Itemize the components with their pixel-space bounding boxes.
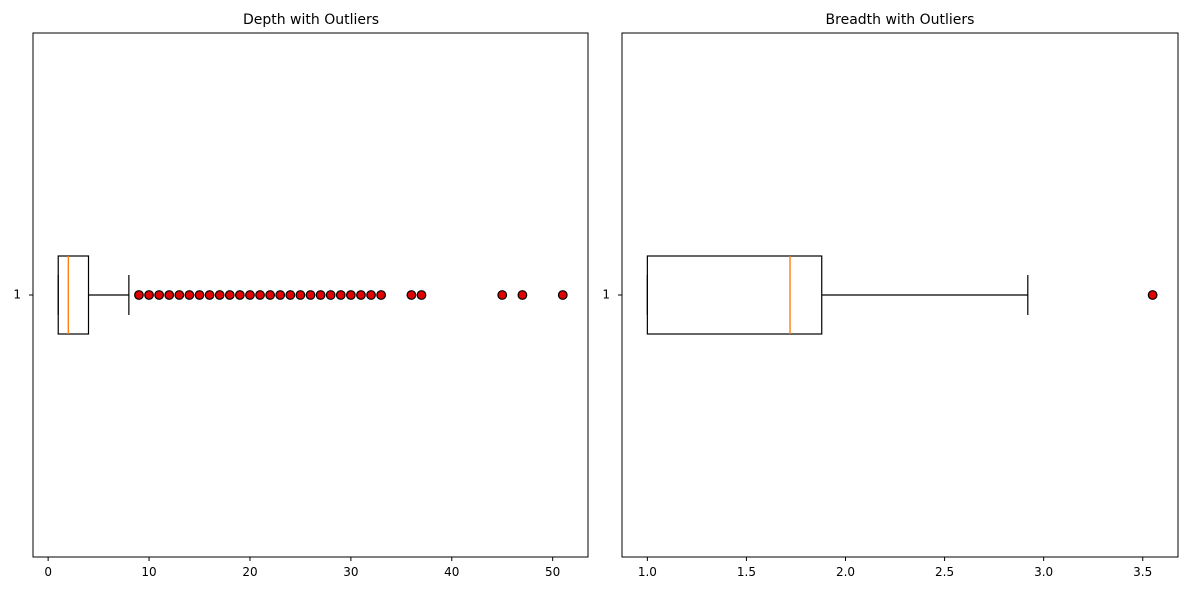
breadth-x-tick-label: 3.0 — [1034, 565, 1053, 579]
depth-outlier-point — [255, 290, 265, 300]
breadth-boxplot-panel: Breadth with Outliers 1 1.0 1.5 2.0 2.5 3.0 3… — [602, 12, 1179, 579]
depth-outlier-point — [416, 290, 427, 300]
depth-outlier-point — [224, 290, 235, 300]
breadth-chart-title: Breadth with Outliers — [826, 12, 975, 28]
depth-x-tick-label: 20 — [242, 565, 257, 579]
depth-outlier-point — [376, 290, 387, 300]
depth-outlier-point — [557, 290, 568, 300]
depth-outlier-point — [335, 290, 346, 300]
depth-outlier-point — [497, 290, 508, 300]
breadth-y-tick-label: 1 — [602, 288, 610, 302]
depth-x-tick-label: 10 — [141, 565, 156, 579]
depth-chart-title: Depth with Outliers — [243, 12, 379, 28]
breadth-x-tick-label: 2.0 — [836, 565, 855, 579]
depth-outlier-point — [315, 290, 326, 300]
depth-x-tick-label: 30 — [343, 565, 358, 579]
depth-boxplot-panel: Depth with Outliers 1 0 10 20 30 40 50 — [13, 12, 589, 579]
depth-outlier-point — [325, 290, 336, 300]
depth-x-tick-label: 50 — [545, 565, 560, 579]
depth-outlier-point — [134, 290, 144, 300]
depth-outlier-point — [275, 290, 286, 300]
depth-outlier-point — [194, 290, 205, 300]
depth-x-tick-label: 0 — [44, 565, 52, 579]
breadth-x-tick-label: 1.0 — [638, 565, 657, 579]
breadth-x-tick-label: 3.5 — [1133, 565, 1152, 579]
depth-outlier-point — [305, 290, 316, 300]
depth-outlier-point — [285, 290, 296, 300]
depth-outlier-point — [366, 290, 376, 300]
depth-y-tick-label: 1 — [13, 288, 21, 302]
depth-outlier-point — [174, 290, 185, 300]
breadth-x-tick-label: 1.5 — [737, 565, 756, 579]
depth-outlier-point — [204, 290, 215, 300]
depth-outlier-point — [295, 290, 306, 300]
depth-outlier-point — [164, 290, 175, 300]
depth-outlier-point — [245, 290, 255, 300]
depth-iqr-box — [57, 255, 90, 335]
depth-outlier-point — [356, 290, 366, 300]
depth-outlier-point — [406, 290, 417, 300]
depth-outlier-point — [265, 290, 276, 300]
depth-outlier-point — [214, 290, 225, 300]
depth-outlier-point — [154, 290, 165, 300]
depth-outlier-point — [144, 290, 154, 300]
breadth-outlier-point — [1147, 290, 1158, 300]
depth-outlier-point — [345, 290, 356, 300]
depth-x-tick-label: 40 — [444, 565, 459, 579]
depth-outlier-point — [184, 290, 195, 300]
depth-outlier-point — [517, 290, 528, 300]
breadth-iqr-box — [646, 255, 823, 335]
breadth-x-tick-label: 2.5 — [935, 565, 954, 579]
depth-outlier-point — [234, 290, 245, 300]
